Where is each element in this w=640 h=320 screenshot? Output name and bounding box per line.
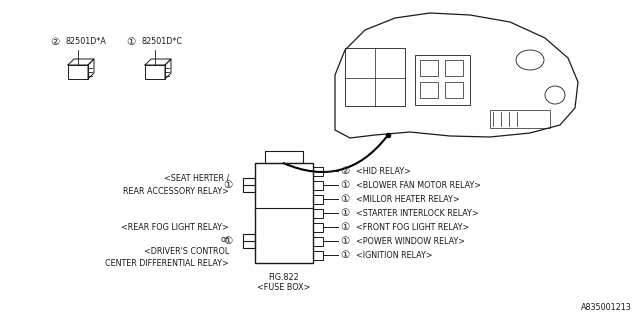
Text: ①: ① [340,236,349,246]
Text: <FUSE BOX>: <FUSE BOX> [257,283,310,292]
Text: ①: ① [340,222,349,232]
Bar [243,178,255,192]
Text: A835001213: A835001213 [581,303,632,312]
Text: <BLOWER FAN MOTOR RELAY>: <BLOWER FAN MOTOR RELAY> [356,180,481,189]
Text: 82501D*C: 82501D*C [141,37,182,46]
Text: or: or [221,235,229,244]
Text: ②: ② [51,37,60,47]
Bar [445,60,463,76]
Text: FIG.822: FIG.822 [269,273,300,282]
Bar [313,180,323,189]
Text: ②: ② [340,166,349,176]
Bar [420,82,438,98]
Text: ①: ① [340,194,349,204]
Bar [313,209,323,218]
Bar [313,195,323,204]
Text: ①: ① [340,208,349,218]
Bar [145,65,165,79]
Bar [68,65,88,79]
Text: ①: ① [224,236,233,246]
Bar [345,48,405,106]
Text: ①: ① [340,180,349,190]
Text: CENTER DIFFERENTIAL RELAY>: CENTER DIFFERENTIAL RELAY> [105,259,229,268]
Text: <POWER WINDOW RELAY>: <POWER WINDOW RELAY> [356,236,465,245]
Bar [243,234,255,248]
Text: ①: ① [126,37,136,47]
Bar [313,222,323,231]
Bar [415,55,470,105]
Text: <FRONT FOG LIGHT RELAY>: <FRONT FOG LIGHT RELAY> [356,222,469,231]
Bar [445,82,463,98]
Text: <IGNITION RELAY>: <IGNITION RELAY> [356,251,433,260]
Text: <REAR FOG LIGHT RELAY>: <REAR FOG LIGHT RELAY> [121,222,229,231]
Text: <DRIVER'S CONTROL: <DRIVER'S CONTROL [144,246,229,255]
Bar [420,60,438,76]
Bar [490,110,550,128]
Bar [255,163,313,263]
Bar [313,236,323,245]
Text: <HID RELAY>: <HID RELAY> [356,166,411,175]
Text: <SEAT HERTER /: <SEAT HERTER / [164,173,229,182]
Bar [313,251,323,260]
Text: ①: ① [340,250,349,260]
Text: REAR ACCESSORY RELAY>: REAR ACCESSORY RELAY> [123,187,229,196]
Text: <STARTER INTERLOCK RELAY>: <STARTER INTERLOCK RELAY> [356,209,479,218]
Bar [313,166,323,175]
Text: ①: ① [224,180,233,190]
Text: <MILLOR HEATER RELAY>: <MILLOR HEATER RELAY> [356,195,460,204]
Text: 82501D*A: 82501D*A [65,37,106,46]
